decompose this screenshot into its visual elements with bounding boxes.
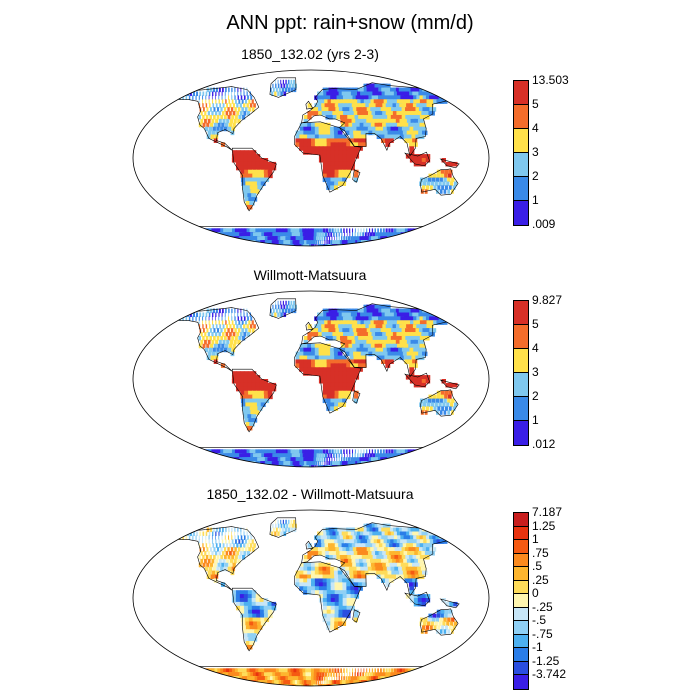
colorbar-swatch	[513, 200, 529, 226]
colorbar-swatch	[513, 396, 529, 421]
map-model	[132, 69, 490, 247]
colorbar-label: .5	[532, 559, 543, 573]
colorbar-label: 2	[532, 169, 539, 183]
colorbar-label: 7.187	[532, 505, 563, 519]
colorbar-swatch	[513, 647, 529, 662]
figure-title: ANN ppt: rain+snow (mm/d)	[226, 12, 474, 34]
colorbar-swatch	[513, 633, 529, 648]
colorbar-label: -.75	[532, 626, 553, 641]
colorbar-swatch	[513, 579, 529, 594]
colorbar-label: .25	[532, 572, 549, 587]
colorbar-swatch	[513, 606, 529, 621]
colorbar-swatch	[513, 674, 529, 690]
colorbar-label: 5	[532, 317, 539, 331]
map-border	[132, 69, 490, 247]
colorbar-swatch	[513, 104, 529, 129]
colorbar-label: 1	[532, 532, 539, 546]
colorbar-swatch	[513, 372, 529, 397]
colorbar-label: .009	[532, 217, 556, 231]
colorbar-swatch	[513, 348, 529, 373]
colorbar-swatch	[513, 593, 529, 608]
colorbar-swatch	[513, 660, 529, 675]
colorbar-label: -1.25	[532, 653, 560, 668]
colorbar-swatch	[513, 176, 529, 201]
colorbar-swatch	[513, 512, 529, 527]
colorbar-swatch	[513, 525, 529, 540]
colorbar-label: 9.827	[532, 293, 563, 307]
colorbar-label: 3	[532, 365, 539, 379]
colorbar-label: -.5	[532, 613, 547, 627]
colorbar-label: 1	[532, 193, 539, 207]
map-diff	[132, 509, 490, 687]
panel-title-diff: 1850_132.02 - Willmott-Matsuura	[206, 486, 414, 502]
colorbar-label: -.25	[532, 599, 553, 614]
colorbar-label: 5	[532, 97, 539, 111]
map-obs	[132, 290, 490, 468]
map-border	[132, 290, 490, 468]
colorbar-swatch	[513, 152, 529, 177]
colorbar-label: -1	[532, 640, 543, 654]
colorbar-swatch	[513, 324, 529, 349]
colorbar-label: 1	[532, 413, 539, 427]
colorbar-label: .012	[532, 437, 556, 451]
colorbar-label: 4	[532, 341, 539, 355]
colorbar-swatch	[513, 128, 529, 153]
colorbar-label: -3.742	[532, 667, 567, 681]
colorbar-swatch	[513, 300, 529, 325]
colorbar-swatch	[513, 620, 529, 635]
colorbar-swatch	[513, 566, 529, 581]
colorbar-swatch	[513, 552, 529, 567]
colorbar-label: 4	[532, 121, 539, 135]
colorbar-label: 3	[532, 145, 539, 159]
colorbar-label: 1.25	[532, 518, 556, 533]
colorbar-swatch	[513, 80, 529, 105]
colorbar-label: 2	[532, 389, 539, 403]
panel-title-model: 1850_132.02 (yrs 2-3)	[241, 46, 379, 62]
colorbar-label: .75	[532, 545, 549, 560]
map-border	[132, 509, 490, 687]
colorbar-swatch	[513, 420, 529, 446]
panel-title-obs: Willmott-Matsuura	[253, 267, 367, 283]
colorbar-swatch	[513, 539, 529, 554]
colorbar-label: 13.503	[532, 73, 569, 87]
colorbar-label: 0	[532, 586, 539, 600]
